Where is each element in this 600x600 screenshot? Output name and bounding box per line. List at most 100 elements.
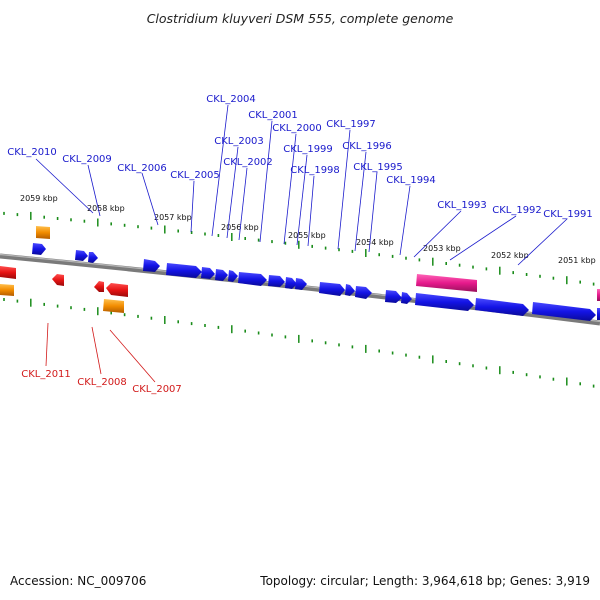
gene-arrow-plus[interactable]	[268, 275, 285, 287]
gene-label[interactable]: CKL_1994	[386, 175, 436, 186]
feature-orange[interactable]	[0, 284, 14, 296]
gene-label[interactable]: CKL_2003	[214, 136, 264, 147]
gene-label[interactable]: CKL_2004	[206, 94, 256, 105]
leader-line	[413, 210, 462, 258]
leader-line	[238, 167, 248, 241]
gene-arrow-plus[interactable]	[385, 290, 402, 303]
gene-arrow-plus[interactable]	[238, 272, 267, 286]
leader-line	[35, 158, 94, 214]
gene-label[interactable]: CKL_2006	[117, 163, 167, 174]
gene-label[interactable]: CKL_2000	[272, 123, 322, 134]
gene-arrow-plus[interactable]	[401, 292, 412, 304]
topology-value: circular	[320, 574, 365, 588]
gene-arrow-plus[interactable]	[355, 286, 372, 299]
plus-strand-genes	[32, 243, 600, 321]
gene-label[interactable]: CKL_1996	[342, 141, 392, 152]
tick-label: 2058 kbp	[87, 204, 125, 213]
length-label: Length:	[372, 574, 419, 588]
plus-gene-labels: CKL_2010 CKL_2009 CKL_2006 CKL_2005 CKL_…	[7, 94, 593, 220]
leader-line	[226, 146, 239, 239]
feature-pink[interactable]	[416, 274, 477, 292]
leader-line	[91, 326, 102, 375]
tick-label: 2054 kbp	[356, 238, 394, 247]
gene-arrow-plus[interactable]	[166, 263, 202, 278]
gene-arrow-plus[interactable]	[143, 259, 160, 272]
gene-arrow-plus[interactable]	[295, 278, 307, 290]
gene-arrow-plus[interactable]	[597, 308, 600, 320]
gene-label[interactable]: CKL_2010	[7, 147, 57, 158]
leader-line	[449, 215, 517, 261]
tick-row-lower	[3, 298, 595, 388]
leader-line	[141, 172, 159, 226]
gene-arrow-plus[interactable]	[319, 282, 345, 296]
leader-line	[399, 185, 411, 256]
gene-label[interactable]: CKL_1999	[283, 144, 333, 155]
gene-label[interactable]: CKL_1992	[492, 205, 542, 216]
leader-line	[45, 322, 49, 367]
tick-label: 2059 kbp	[20, 194, 58, 203]
gene-label[interactable]: CKL_1998	[290, 165, 340, 176]
gene-arrow-plus[interactable]	[415, 293, 474, 311]
leader-line	[190, 180, 195, 233]
gene-label[interactable]: CKL_1995	[353, 162, 403, 173]
gene-arrow-plus[interactable]	[88, 252, 98, 263]
feature-orange[interactable]	[36, 226, 50, 239]
genes-label: Genes:	[509, 574, 552, 588]
gene-arrow-minus[interactable]	[0, 266, 16, 279]
tick-label: 2055 kbp	[288, 231, 326, 240]
tick-label: 2057 kbp	[154, 213, 192, 222]
accession-value: NC_009706	[77, 574, 147, 588]
tick-label: 2052 kbp	[491, 251, 529, 260]
leader-line	[354, 151, 367, 252]
gene-label[interactable]: CKL_1993	[437, 200, 487, 211]
gene-label[interactable]: CKL_2005	[170, 170, 220, 181]
gene-label[interactable]: CKL_2011	[21, 369, 71, 380]
topology-label: Topology:	[260, 574, 317, 588]
gene-label[interactable]: CKL_1991	[543, 209, 593, 220]
leader-line	[296, 154, 308, 246]
accession-label: Accession:	[10, 574, 74, 588]
gene-label[interactable]: CKL_2009	[62, 154, 112, 165]
tick-label: 2053 kbp	[423, 244, 461, 253]
gene-arrow-plus[interactable]	[532, 302, 596, 321]
gene-arrow-plus[interactable]	[345, 284, 355, 296]
leader-lines	[35, 104, 568, 383]
leader-line	[337, 129, 351, 250]
gene-arrow-plus[interactable]	[75, 250, 88, 261]
rna-features	[0, 226, 600, 313]
tick-label: 2051 kbp	[558, 256, 596, 265]
gene-arrow-plus[interactable]	[201, 267, 215, 279]
gene-arrow-minus[interactable]	[106, 283, 128, 297]
leader-line	[283, 133, 297, 245]
feature-pink[interactable]	[597, 289, 600, 301]
gene-arrow-minus[interactable]	[52, 274, 64, 286]
feature-orange[interactable]	[103, 299, 124, 313]
gene-label[interactable]: CKL_2008	[77, 377, 127, 388]
gene-label[interactable]: CKL_2002	[223, 157, 273, 168]
genome-summary: Topology: circular; Length: 3,964,618 bp…	[260, 574, 590, 588]
leader-line	[307, 175, 315, 247]
gene-arrow-plus[interactable]	[228, 270, 238, 282]
leader-line	[517, 218, 568, 266]
minus-gene-labels: CKL_2011 CKL_2008 CKL_2007	[21, 369, 182, 395]
gene-arrow-plus[interactable]	[285, 277, 297, 289]
tick-label: 2056 kbp	[221, 223, 259, 232]
leader-line	[109, 329, 156, 383]
gene-label[interactable]: CKL_2001	[248, 110, 298, 121]
gene-label[interactable]: CKL_2007	[132, 384, 182, 395]
map-title: Clostridium kluyveri DSM 555, complete g…	[147, 11, 454, 26]
gene-arrow-minus[interactable]	[94, 281, 104, 292]
tick-labels: 2059 kbp 2058 kbp 2057 kbp 2056 kbp 2055…	[20, 194, 596, 265]
genes-value: 3,919	[555, 574, 590, 588]
tick-row-upper	[3, 211, 595, 286]
leader-line	[259, 120, 273, 243]
gene-arrow-plus[interactable]	[215, 269, 228, 281]
gene-arrow-plus[interactable]	[32, 243, 46, 255]
leader-line	[211, 104, 229, 237]
leader-line	[87, 164, 101, 217]
gene-arrow-plus[interactable]	[475, 298, 529, 316]
accession-info: Accession: NC_009706	[10, 574, 146, 588]
leader-line	[368, 171, 378, 253]
gene-label[interactable]: CKL_1997	[326, 119, 376, 130]
